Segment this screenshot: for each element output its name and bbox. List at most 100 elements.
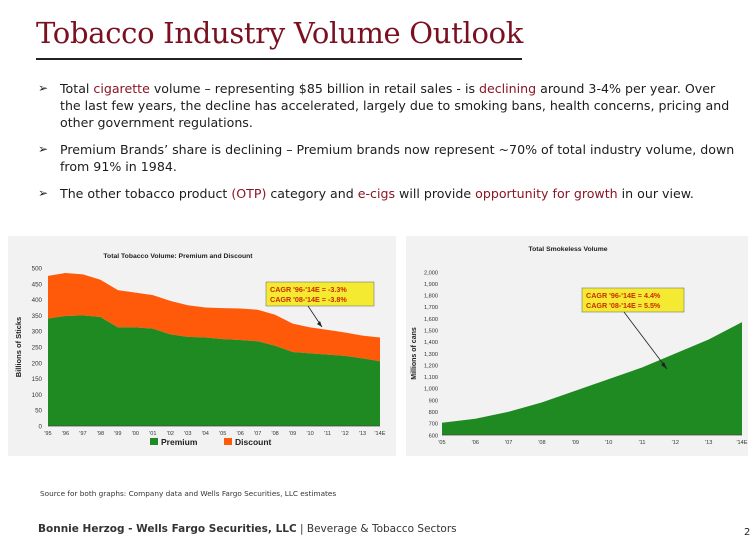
y-axis-label: Billions of Sticks — [14, 317, 23, 377]
x-tick-label: '01 — [149, 431, 156, 437]
title-underline — [36, 58, 522, 60]
x-tick-label: '98 — [97, 431, 104, 437]
bullet-highlight: declining — [479, 81, 537, 96]
x-tick-label: '99 — [114, 431, 121, 437]
bullet-text-segment: around 3-4% per year. Over the last few … — [60, 81, 730, 130]
x-tick-label: '00 — [132, 431, 139, 437]
x-tick-label: '08 — [538, 440, 545, 446]
cagr-callout-text: CAGR '96-'14E = 4.4% — [586, 291, 661, 300]
x-tick-label: '13 — [359, 431, 366, 437]
callout-pointer-arrowhead — [317, 321, 322, 327]
x-tick-label: '05 — [438, 440, 445, 446]
y-tick-label: 800 — [429, 410, 438, 416]
legend-premium-swatch — [150, 438, 158, 445]
y-tick-label: 200 — [32, 360, 43, 367]
bullet-text: The other tobacco product (OTP) category… — [60, 185, 694, 202]
y-tick-label: 500 — [32, 266, 43, 273]
smokeless-area — [442, 322, 742, 435]
x-tick-label: '11 — [639, 440, 646, 446]
chart-title: Total Smokeless Volume — [528, 246, 607, 253]
discount-area — [48, 273, 380, 362]
y-tick-label: 1,500 — [424, 329, 438, 335]
y-tick-label: 1,100 — [424, 375, 438, 381]
chart-title: Total Tobacco Volume: Premium and Discou… — [103, 253, 253, 260]
footer: Bonnie Herzog - Wells Fargo Securities, … — [38, 523, 457, 535]
bullet-text-segment: category and — [266, 186, 358, 201]
x-tick-label: '09 — [289, 431, 296, 437]
y-tick-label: 1,700 — [424, 305, 438, 311]
arrow-bullet-icon: ➢ — [38, 186, 49, 200]
x-tick-label: '10 — [306, 431, 313, 437]
legend-discount-label: Discount — [235, 437, 272, 447]
bullet-text-segment: will provide — [395, 186, 476, 201]
bullet-text: Premium Brands’ share is declining – Pre… — [60, 142, 735, 174]
footer-author: Bonnie Herzog - Wells Fargo Securities, … — [38, 523, 297, 535]
y-tick-label: 2,000 — [424, 270, 438, 276]
bullet-highlight: e-cigs — [357, 186, 396, 201]
page-number: 2 — [744, 527, 751, 538]
bullet-text-segment: volume – representing $85 billion in ret… — [149, 81, 480, 96]
bullet-highlight: opportunity for growth — [475, 186, 618, 201]
y-tick-label: 1,200 — [424, 363, 438, 369]
tobacco-volume-chart: Total Tobacco Volume: Premium and Discou… — [14, 253, 386, 447]
y-tick-label: 300 — [32, 329, 43, 336]
bullet-item: ➢ The other tobacco product (OTP) catego… — [38, 185, 738, 202]
x-tick-label: '05 — [219, 431, 226, 437]
y-tick-label: 0 — [39, 424, 43, 431]
y-tick-label: 700 — [429, 422, 438, 428]
legend-discount-swatch — [224, 438, 232, 445]
cagr-callout-text: CAGR '96-'14E = -3.3% — [270, 285, 347, 294]
y-tick-label: 400 — [32, 297, 43, 304]
bullet-text: Total cigarette volume – representing $8… — [60, 80, 738, 131]
x-tick-label: '96 — [62, 431, 69, 437]
bullet-text-segment: The other tobacco product — [60, 186, 232, 201]
bullet-list: ➢ Total cigarette volume – representing … — [38, 80, 738, 212]
cagr-callout-text: CAGR '08-'14E = -3.8% — [270, 295, 347, 304]
x-tick-label: '14E — [374, 431, 385, 437]
bullet-highlight: cigarette — [93, 81, 150, 96]
y-tick-label: 1,300 — [424, 352, 438, 358]
x-tick-label: '12 — [672, 440, 679, 446]
x-tick-label: '13 — [705, 440, 712, 446]
y-tick-label: 1,600 — [424, 317, 438, 323]
tobacco-chart-panel: Total Tobacco Volume: Premium and Discou… — [8, 236, 396, 456]
x-tick-label: '14E — [736, 440, 747, 446]
x-tick-label: '06 — [237, 431, 244, 437]
cagr-callout-box — [265, 281, 375, 307]
bullet-highlight: (OTP) — [231, 186, 267, 201]
y-tick-label: 250 — [32, 345, 43, 352]
smokeless-volume-chart: Total Smokeless Volume Millions of cans 60… — [411, 246, 748, 446]
x-tick-label: '07 — [254, 431, 261, 437]
x-tick-label: '95 — [44, 431, 51, 437]
bullet-text-segment: in our view. — [617, 186, 694, 201]
arrow-bullet-icon: ➢ — [38, 81, 49, 95]
x-tick-label: '08 — [272, 431, 279, 437]
y-tick-label: 100 — [32, 392, 43, 399]
source-note: Source for both graphs: Company data and… — [40, 489, 337, 498]
premium-area — [48, 315, 380, 426]
y-tick-label: 1,000 — [424, 387, 438, 393]
x-tick-label: '09 — [572, 440, 579, 446]
y-tick-label: 900 — [429, 398, 438, 404]
arrow-bullet-icon: ➢ — [38, 142, 49, 156]
x-tick-label: '03 — [184, 431, 191, 437]
y-tick-label: 50 — [35, 408, 42, 415]
x-tick-label: '10 — [605, 440, 612, 446]
y-tick-label: 600 — [429, 433, 438, 439]
y-tick-label: 150 — [32, 376, 43, 383]
y-tick-label: 1,800 — [424, 294, 438, 300]
cagr-callout-box — [581, 287, 685, 313]
x-tick-label: '97 — [79, 431, 86, 437]
x-tick-label: '12 — [341, 431, 348, 437]
y-tick-label: 1,900 — [424, 282, 438, 288]
bullet-item: ➢ Premium Brands’ share is declining – P… — [38, 141, 738, 175]
smokeless-chart-panel: Total Smokeless Volume Millions of cans 60… — [406, 236, 748, 456]
legend-premium-label: Premium — [161, 437, 198, 447]
slide-title: Tobacco Industry Volume Outlook — [36, 16, 524, 50]
callout-pointer-line — [623, 311, 668, 370]
y-tick-label: 1,400 — [424, 340, 438, 346]
cagr-callout-text: CAGR '08-'14E = 5.5% — [586, 301, 661, 310]
bullet-text-segment: Total — [60, 81, 94, 96]
x-tick-label: '04 — [202, 431, 209, 437]
callout-pointer-arrowhead — [661, 362, 667, 369]
